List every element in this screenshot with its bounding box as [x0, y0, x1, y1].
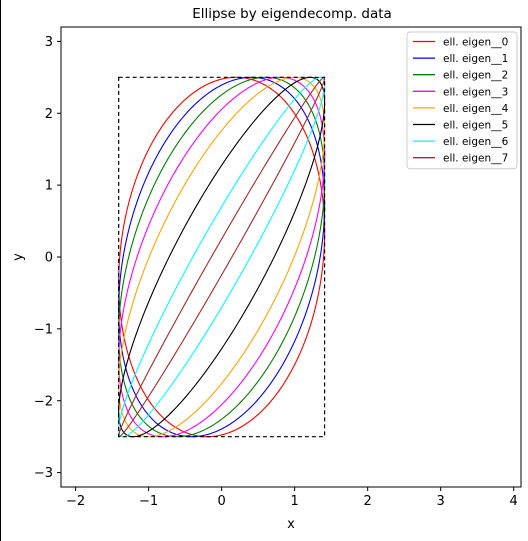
legend-label: ell. eigen__4	[443, 103, 509, 115]
legend-label: ell. eigen__1	[443, 53, 508, 65]
legend-label: ell. eigen__5	[443, 120, 508, 132]
y-tick-label: 2	[45, 107, 53, 122]
y-tick-label: 0	[45, 251, 53, 266]
legend: ell. eigen__0 ell. eigen__1 ell. eigen__2e…	[406, 31, 518, 170]
legend-label: ell. eigen__0	[443, 37, 508, 49]
y-tick-label: −3	[34, 466, 53, 481]
x-tick-label: 1	[291, 494, 299, 509]
x-tick-label: 2	[364, 494, 372, 509]
x-axis-ticks: −2 −1 0 1 2 3 4	[66, 487, 518, 509]
y-axis-label: y	[11, 253, 26, 261]
y-tick-label: −1	[34, 322, 53, 337]
y-tick-label: 1	[45, 179, 53, 194]
legend-label: ell. eigen__3	[443, 86, 508, 98]
x-tick-label: −1	[139, 494, 158, 509]
y-tick-label: 3	[45, 35, 53, 50]
ellipse-series-5	[118, 76, 326, 438]
ellipse-series-4	[118, 76, 326, 438]
x-axis-label: x	[287, 517, 295, 532]
x-tick-label: 0	[217, 494, 225, 509]
legend-label: ell. eigen__2	[443, 70, 508, 82]
bounding-box	[118, 76, 326, 438]
x-tick-label: −2	[66, 494, 85, 509]
legend-label: ell. eigen__7	[443, 153, 508, 165]
y-axis-ticks: −3 −2 −1 0 1 2 3	[34, 35, 61, 481]
chart-title: Ellipse by eigendecomp. data	[192, 6, 392, 22]
x-tick-label: 3	[437, 494, 445, 509]
y-tick-label: −2	[34, 394, 53, 409]
x-tick-label: 4	[510, 494, 518, 509]
legend-box	[406, 31, 518, 170]
legend-label: ell. eigen__6	[443, 136, 509, 148]
